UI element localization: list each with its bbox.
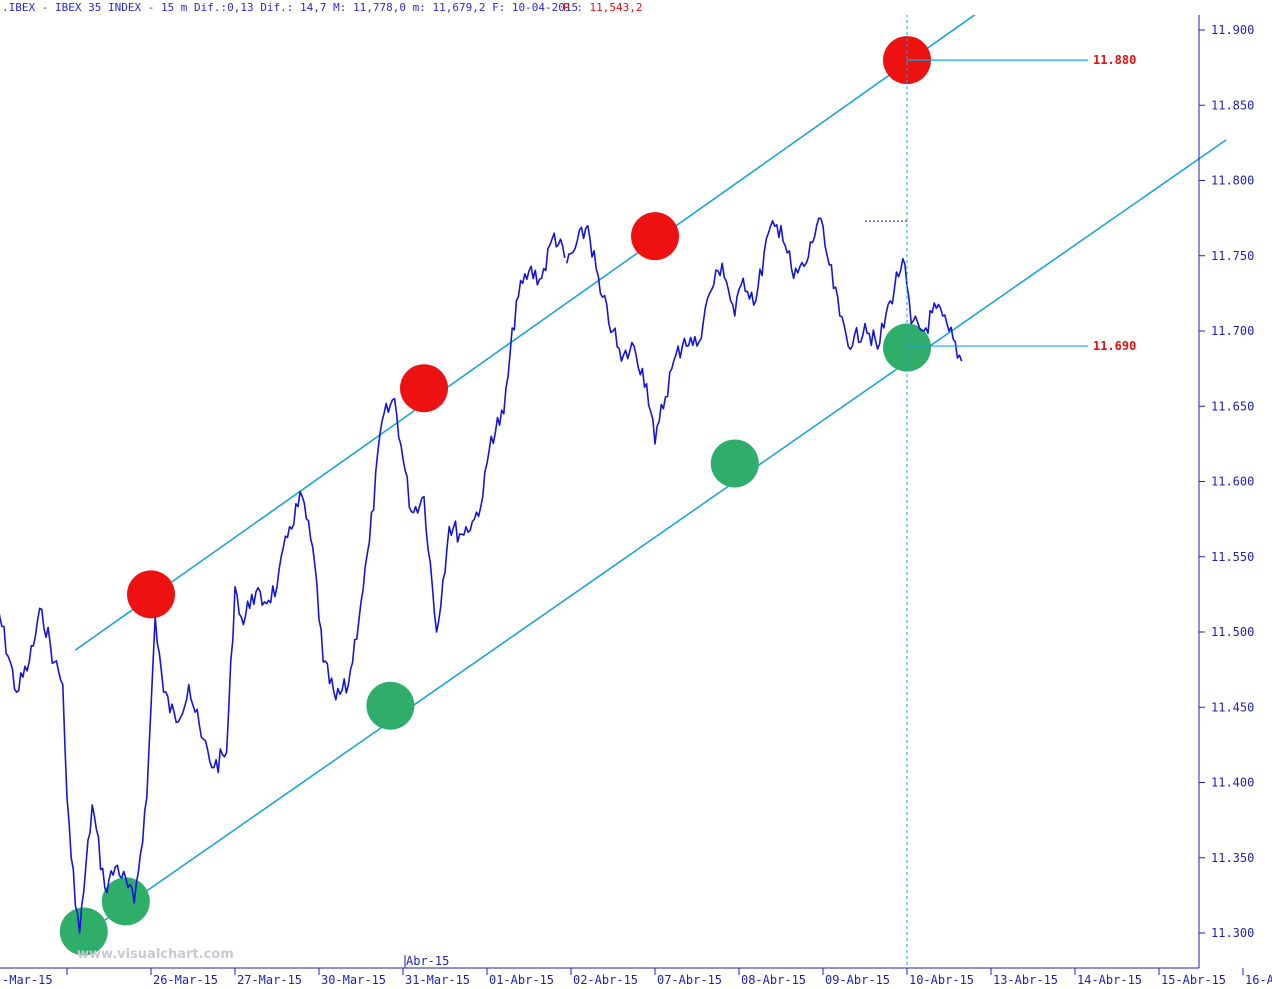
channel-upper-line (74, 9, 982, 651)
touch-markers (59, 36, 931, 956)
x-tick-label: 08-Abr-15 (741, 973, 806, 987)
price-series (0, 217, 963, 934)
y-tick-label: 11.650 (1211, 399, 1254, 413)
x-tick-label: 15-Abr-15 (1161, 973, 1226, 987)
x-tick-label: 31-Mar-15 (405, 973, 470, 987)
y-tick-label: 11.750 (1211, 249, 1254, 263)
support-marker (366, 681, 415, 730)
header-info: .IBEX - IBEX 35 INDEX - 15 m Dif.:0,13 D… (2, 1, 578, 14)
resistance-marker (400, 364, 448, 413)
resistance-marker (631, 212, 679, 261)
resistance-marker (127, 570, 175, 619)
x-tick-label: 27-Mar-15 (237, 973, 302, 987)
level-label: 11.880 (1093, 53, 1136, 67)
y-tick-label: 11.850 (1211, 98, 1254, 112)
y-tick-label: 11.550 (1211, 550, 1254, 564)
watermark-text: www.visualchart.com (77, 947, 234, 962)
x-tick-label: 13-Abr-15 (993, 973, 1058, 987)
channel-lower-line (74, 139, 1227, 942)
x-tick-label: 01-Abr-15 (489, 973, 554, 987)
x-tick-label: -Mar-15 (2, 973, 53, 987)
y-tick-label: 11.600 (1211, 475, 1254, 489)
level-label: 11.690 (1093, 339, 1136, 353)
x-tick-label: 26-Mar-15 (153, 973, 218, 987)
month-marker: Abr-15 (406, 954, 449, 968)
y-tick-label: 11.450 (1211, 700, 1254, 714)
level-lines: 11.880 11.690 (865, 14, 1136, 968)
price-line (0, 232, 566, 934)
y-tick-label: 11.400 (1211, 776, 1254, 790)
support-marker (101, 877, 150, 926)
x-tick-label: 02-Abr-15 (573, 973, 638, 987)
x-tick-label: 09-Abr-15 (825, 973, 890, 987)
x-tick-label: 30-Mar-15 (321, 973, 386, 987)
header-bar (0, 0, 1272, 15)
x-tick-label: 07-Abr-15 (657, 973, 722, 987)
x-tick-label: 14-Abr-15 (1077, 973, 1142, 987)
channel-lines (74, 9, 1227, 942)
support-marker (883, 323, 931, 372)
y-tick-label: 11.500 (1211, 625, 1254, 639)
y-tick-label: 11.700 (1211, 324, 1254, 338)
support-marker (59, 907, 108, 956)
x-axis-ticks: -Mar-15 26-Mar-15 27-Mar-15 30-Mar-15 31-Mar… (2, 968, 1272, 987)
y-tick-label: 11.900 (1211, 23, 1254, 37)
y-tick-label: 11.350 (1211, 851, 1254, 865)
y-tick-label: 11.300 (1211, 926, 1254, 940)
x-tick-label: 10-Abr-15 (909, 973, 974, 987)
price-line (566, 217, 963, 445)
y-tick-label: 11.800 (1211, 174, 1254, 188)
support-marker (710, 439, 759, 488)
header-price: P : 11,543,2 (563, 1, 642, 14)
x-tick-label: 16-Al (1245, 973, 1272, 987)
y-axis-ticks: 11.900 11.850 11.800 11.750 11.700 11.650 11.6… (1199, 23, 1254, 940)
